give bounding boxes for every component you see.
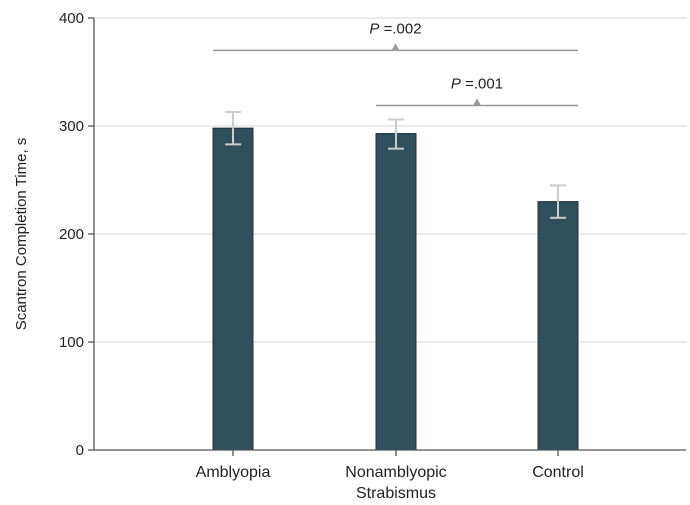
p-value-label-1: P =.001	[451, 75, 503, 92]
p-value: =.001	[461, 75, 503, 92]
y-tick-label-200: 200	[59, 226, 84, 243]
p-value: =.002	[379, 20, 421, 37]
y-tick-label-400: 400	[59, 10, 84, 27]
bar-2	[537, 201, 579, 451]
bar-1	[375, 133, 417, 451]
x-tick-labels: Amblyopia Nonamblyopic Strabismus Control	[196, 450, 584, 502]
error-bar-2	[550, 184, 566, 219]
error-bar-1	[388, 118, 404, 150]
p-value-label-0: P =.002	[369, 20, 421, 37]
error-bar-0	[225, 110, 241, 146]
y-tick-label-0: 0	[76, 442, 84, 459]
x-tick-label-1: Nonamblyopic Strabismus	[345, 464, 446, 502]
bracket-marker-1	[473, 98, 481, 106]
p-symbol: P	[369, 20, 379, 37]
x-tick-label-0: Amblyopia	[196, 464, 271, 481]
x-tick-label-line: Amblyopia	[196, 464, 271, 481]
p-symbol: P	[451, 75, 461, 92]
x-tick-label-line: Strabismus	[356, 485, 436, 502]
y-axis-title: Scantron Completion Time, s	[13, 138, 30, 331]
y-tick-labels: 0 100 200 300 400	[59, 10, 94, 459]
bars	[212, 127, 579, 451]
bracket-marker-0	[391, 43, 400, 51]
y-tick-label-300: 300	[59, 118, 84, 135]
y-tick-label-100: 100	[59, 334, 84, 351]
significance-bracket-1: P =.001	[376, 75, 578, 107]
bar-0	[212, 127, 254, 451]
error-bars	[225, 110, 566, 219]
x-tick-label-line: Nonamblyopic	[345, 464, 446, 481]
significance-bracket-0: P =.002	[213, 20, 578, 52]
x-tick-label-2: Control	[532, 464, 584, 481]
x-tick-label-line: Control	[532, 464, 584, 481]
